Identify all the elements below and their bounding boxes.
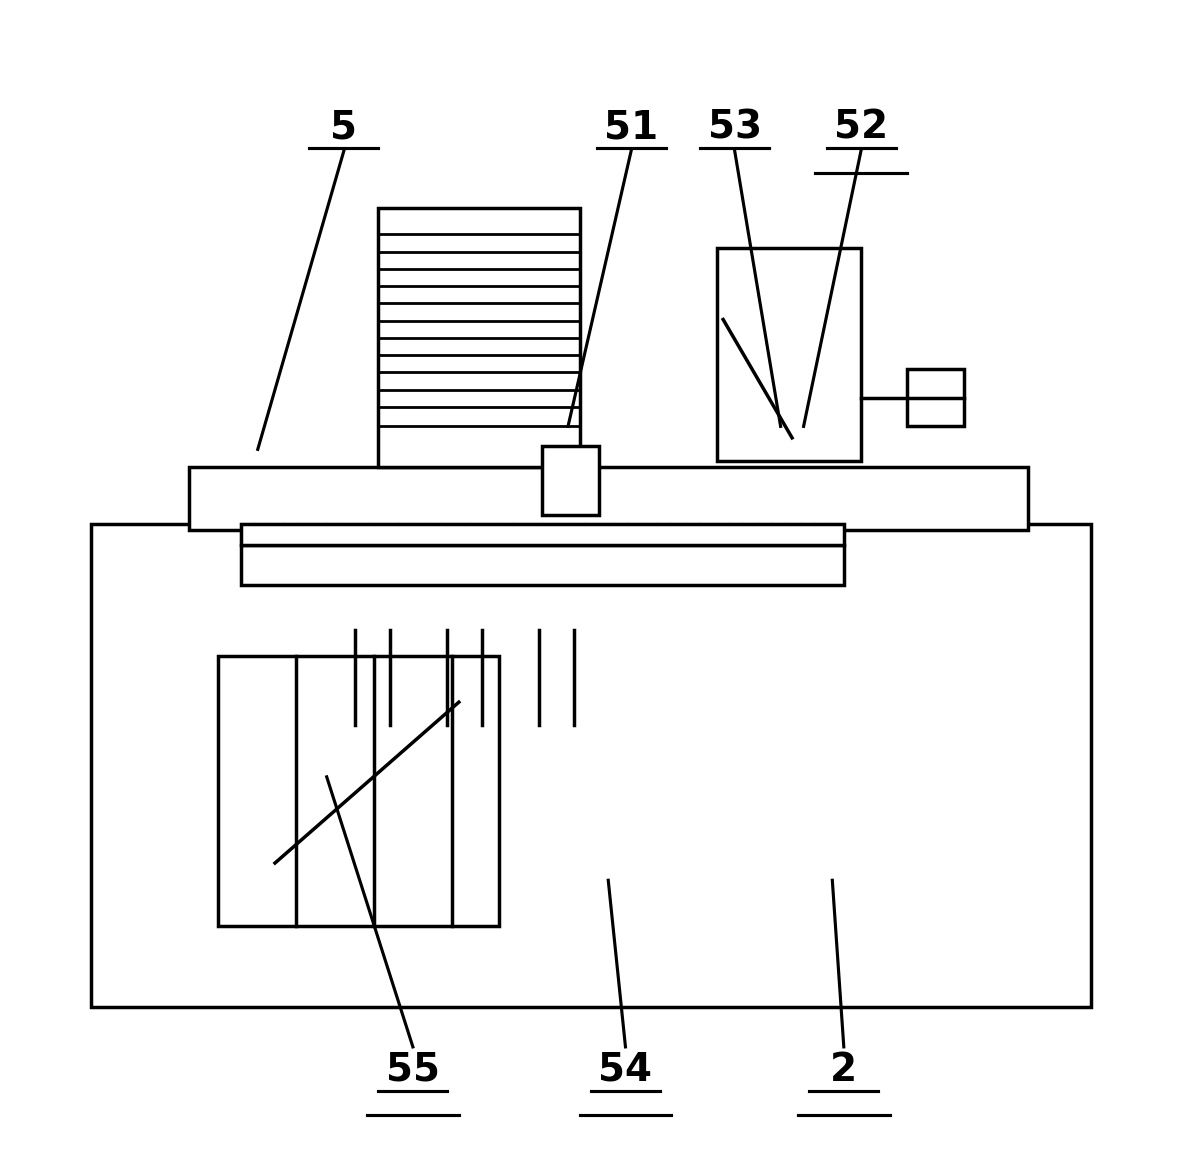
Bar (255, 525, 269, 544)
Text: 51: 51 (604, 108, 658, 147)
Bar (91, 525, 1091, 1007)
Bar (413, 525, 427, 544)
Bar (643, 525, 657, 544)
Bar (378, 208, 579, 466)
Bar (671, 525, 686, 544)
Bar (571, 525, 585, 544)
Bar (700, 525, 715, 544)
Bar (585, 525, 599, 544)
Bar (356, 525, 370, 544)
Bar (240, 525, 255, 544)
Bar (398, 525, 413, 544)
Bar (312, 525, 326, 544)
Bar (543, 525, 557, 544)
Bar (189, 466, 1027, 530)
Bar (485, 525, 499, 544)
Bar (370, 525, 384, 544)
Text: 52: 52 (834, 108, 888, 147)
Bar (629, 525, 643, 544)
Bar (326, 525, 342, 544)
Bar (240, 544, 844, 585)
Bar (269, 525, 284, 544)
Bar (717, 248, 860, 461)
Bar (470, 525, 485, 544)
Bar (830, 525, 844, 544)
Text: 53: 53 (708, 108, 761, 147)
Text: 55: 55 (385, 1051, 440, 1089)
Bar (298, 525, 312, 544)
Bar (743, 525, 758, 544)
Text: 54: 54 (598, 1051, 652, 1089)
Text: 5: 5 (331, 108, 357, 147)
Bar (284, 525, 298, 544)
Bar (456, 525, 470, 544)
Bar (499, 525, 513, 544)
Bar (715, 525, 729, 544)
Bar (217, 656, 499, 926)
Bar (613, 525, 629, 544)
Bar (686, 525, 700, 544)
Bar (384, 525, 398, 544)
Bar (342, 525, 356, 544)
Text: 2: 2 (830, 1051, 857, 1089)
Bar (513, 525, 528, 544)
Bar (442, 525, 456, 544)
Bar (541, 445, 599, 515)
Bar (427, 525, 442, 544)
Bar (786, 525, 800, 544)
Bar (772, 525, 786, 544)
Bar (758, 525, 772, 544)
Bar (729, 525, 743, 544)
Bar (816, 525, 830, 544)
Bar (240, 525, 844, 544)
Bar (557, 525, 571, 544)
Bar (599, 525, 613, 544)
Bar (907, 369, 965, 427)
Bar (800, 525, 816, 544)
Bar (528, 525, 543, 544)
Bar (657, 525, 671, 544)
